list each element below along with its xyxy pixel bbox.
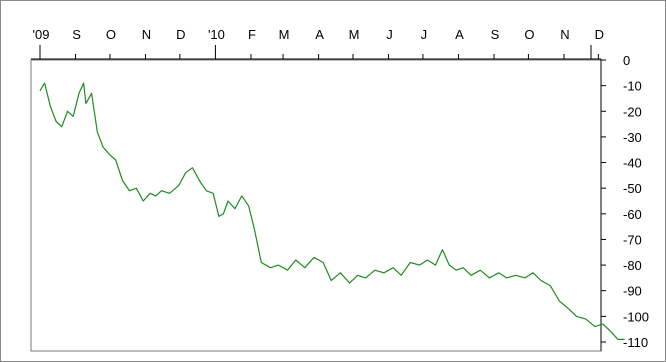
x-tick-label: M [279,27,290,42]
y-tick-label: 0 [623,53,630,68]
y-tick-label: -60 [623,207,642,222]
plot-frame [30,59,602,352]
x-tick-label: N [560,27,569,42]
x-tick-label: O [106,27,116,42]
y-tick-label: -10 [623,79,642,94]
y-tick-label: -100 [623,309,649,324]
x-tick-label: M [349,27,360,42]
y-tick-label: -110 [623,335,648,350]
x-tick-label: O [524,27,534,42]
y-tick-label: -70 [623,232,642,247]
x-tick-label: S [491,27,500,42]
y-tick-label: -50 [623,181,642,196]
y-tick-label: -90 [623,284,642,299]
x-tick-label: J [421,27,428,42]
y-axis-ticks: 0 -10 -20 -30 -40 -50 -60 -70 -80 -90 -100 -110 [601,53,649,350]
x-tick-label: N [142,27,151,42]
x-tick-label: F [248,27,256,42]
y-tick-label: -80 [623,258,642,273]
series-layer [39,82,625,340]
x-axis-ticks: '09 S O N D '10 F M A M J J A S O N D [33,27,604,59]
x-tick-label: D [595,27,604,42]
x-tick-label: '10 [208,27,225,42]
series-line-0 [39,82,625,340]
y-tick-label: -40 [623,156,642,171]
x-tick-label: D [176,27,185,42]
x-tick-label: A [455,27,464,42]
x-tick-label: S [72,27,81,42]
x-tick-label: J [386,27,393,42]
y-tick-label: -20 [623,104,642,119]
x-tick-label: '09 [33,27,50,42]
y-tick-label: -30 [623,130,642,145]
x-tick-label: A [315,27,324,42]
